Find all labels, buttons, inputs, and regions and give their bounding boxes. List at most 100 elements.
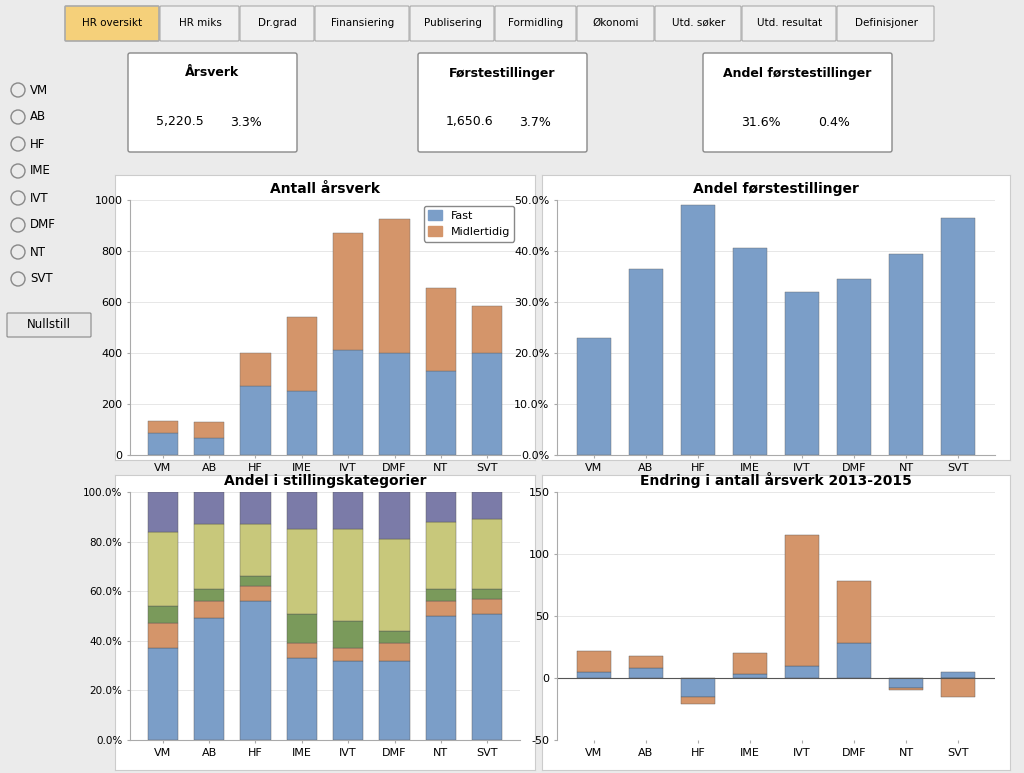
Bar bbox=[241, 492, 270, 524]
Bar bbox=[733, 674, 767, 678]
Text: DMF: DMF bbox=[30, 219, 56, 231]
Bar bbox=[241, 386, 270, 455]
Bar bbox=[577, 338, 610, 455]
Text: 5,220.5: 5,220.5 bbox=[156, 115, 204, 128]
FancyBboxPatch shape bbox=[315, 6, 409, 41]
Text: SVT: SVT bbox=[30, 273, 52, 285]
Bar bbox=[380, 353, 410, 455]
Bar bbox=[380, 219, 410, 353]
Bar bbox=[472, 306, 503, 353]
Bar bbox=[195, 601, 224, 618]
Bar bbox=[333, 661, 364, 740]
Text: Årsverk: Årsverk bbox=[185, 66, 240, 80]
Bar bbox=[195, 422, 224, 438]
Text: HR miks: HR miks bbox=[178, 18, 221, 28]
Bar bbox=[380, 643, 410, 661]
Bar bbox=[426, 492, 456, 522]
FancyBboxPatch shape bbox=[240, 6, 314, 41]
Bar bbox=[681, 678, 715, 696]
Bar bbox=[838, 581, 871, 643]
Bar bbox=[472, 614, 503, 740]
Bar bbox=[785, 291, 819, 455]
FancyBboxPatch shape bbox=[655, 6, 741, 41]
Bar bbox=[426, 522, 456, 589]
Bar bbox=[287, 391, 316, 455]
Bar bbox=[380, 631, 410, 643]
FancyBboxPatch shape bbox=[65, 6, 159, 41]
Bar bbox=[147, 606, 178, 624]
Text: 3.7%: 3.7% bbox=[519, 115, 552, 128]
Bar bbox=[380, 661, 410, 740]
Bar bbox=[629, 668, 663, 678]
Text: Dr.grad: Dr.grad bbox=[258, 18, 297, 28]
Bar bbox=[838, 643, 871, 678]
Bar bbox=[681, 205, 715, 455]
Bar bbox=[195, 589, 224, 601]
Bar bbox=[241, 586, 270, 601]
Bar bbox=[333, 492, 364, 530]
Bar bbox=[241, 524, 270, 577]
Text: Andel førstestillinger: Andel førstestillinger bbox=[723, 66, 871, 80]
Bar bbox=[577, 672, 610, 678]
FancyBboxPatch shape bbox=[742, 6, 836, 41]
Bar bbox=[287, 614, 316, 643]
Bar bbox=[838, 279, 871, 455]
Text: Finansiering: Finansiering bbox=[331, 18, 394, 28]
Bar bbox=[733, 653, 767, 674]
Bar bbox=[472, 353, 503, 455]
Bar bbox=[629, 269, 663, 455]
Text: 3.3%: 3.3% bbox=[229, 115, 261, 128]
Bar bbox=[147, 434, 178, 455]
Bar bbox=[941, 678, 975, 696]
FancyBboxPatch shape bbox=[703, 53, 892, 152]
Title: Andel i stillingskategorier: Andel i stillingskategorier bbox=[224, 474, 426, 488]
Text: Utd. søker: Utd. søker bbox=[672, 18, 725, 28]
Bar bbox=[889, 254, 923, 455]
Bar bbox=[472, 519, 503, 589]
Legend: Fast, Midlertidig: Fast, Midlertidig bbox=[424, 206, 514, 241]
Bar bbox=[472, 598, 503, 614]
Bar bbox=[681, 696, 715, 704]
Bar bbox=[241, 577, 270, 586]
Bar bbox=[333, 350, 364, 455]
Bar bbox=[629, 656, 663, 668]
Bar bbox=[195, 492, 224, 524]
Title: Andel førstestillinger: Andel førstestillinger bbox=[693, 182, 859, 196]
Bar bbox=[472, 589, 503, 598]
Bar bbox=[241, 601, 270, 740]
Title: Endring i antall årsverk 2013-2015: Endring i antall årsverk 2013-2015 bbox=[640, 472, 912, 488]
Text: IME: IME bbox=[30, 165, 51, 178]
Title: Antall årsverk: Antall årsverk bbox=[270, 182, 380, 196]
Text: 31.6%: 31.6% bbox=[740, 115, 780, 128]
Bar bbox=[241, 353, 270, 386]
Bar bbox=[380, 539, 410, 631]
Bar bbox=[941, 218, 975, 455]
Bar bbox=[333, 530, 364, 621]
Text: Nullstill: Nullstill bbox=[27, 318, 71, 332]
Text: Formidling: Formidling bbox=[509, 18, 563, 28]
Bar bbox=[333, 621, 364, 649]
FancyBboxPatch shape bbox=[837, 6, 934, 41]
Bar bbox=[426, 616, 456, 740]
Text: Publisering: Publisering bbox=[424, 18, 481, 28]
Bar bbox=[287, 658, 316, 740]
Bar bbox=[147, 649, 178, 740]
Bar bbox=[426, 371, 456, 455]
Bar bbox=[785, 666, 819, 678]
Bar bbox=[287, 317, 316, 391]
Bar bbox=[426, 601, 456, 616]
Bar bbox=[195, 618, 224, 740]
Bar bbox=[472, 492, 503, 519]
Bar bbox=[889, 688, 923, 690]
Bar bbox=[785, 536, 819, 666]
Bar bbox=[147, 492, 178, 532]
Bar bbox=[941, 672, 975, 678]
Text: Økonomi: Økonomi bbox=[593, 18, 639, 28]
Bar bbox=[333, 233, 364, 350]
Text: VM: VM bbox=[30, 83, 48, 97]
FancyBboxPatch shape bbox=[495, 6, 575, 41]
Bar bbox=[333, 649, 364, 661]
Text: Utd. resultat: Utd. resultat bbox=[757, 18, 822, 28]
Bar bbox=[426, 288, 456, 371]
Text: 1,650.6: 1,650.6 bbox=[445, 115, 494, 128]
